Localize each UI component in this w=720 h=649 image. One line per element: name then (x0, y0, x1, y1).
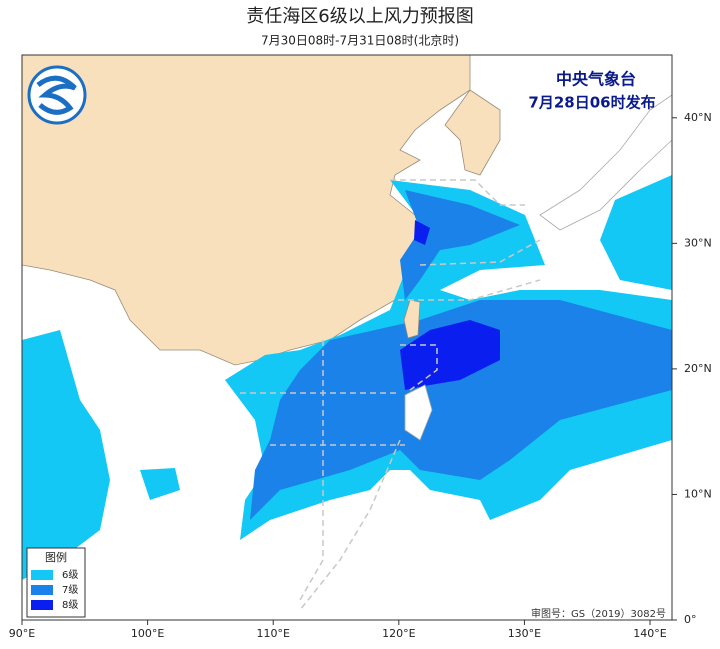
map-frame (21, 54, 673, 621)
lat-tick-label: 30°N (684, 236, 712, 249)
issue-time: 7月28日06时发布 (528, 94, 655, 112)
legend-label: 8级 (62, 599, 78, 611)
agency: 中央气象台 (556, 70, 636, 89)
legend-swatch (31, 585, 53, 595)
legend-title: 图例 (45, 550, 67, 564)
legend-swatch (31, 600, 53, 610)
lat-tick-label: 20°N (684, 362, 712, 375)
subtitle: 7月30日08时-7月31日08时(北京时) (261, 34, 459, 48)
wind-zones (22, 175, 672, 580)
land-china (22, 55, 471, 366)
legend-label: 6级 (62, 569, 78, 581)
land-japan (539, 94, 672, 231)
zone-6 (22, 330, 110, 580)
land-korea (444, 89, 501, 176)
approval-number: 审图号：GS（2019）3082号 (531, 607, 666, 620)
lon-tick-label: 140°E (633, 627, 666, 640)
zone-8 (400, 320, 500, 390)
legend-swatch (31, 570, 53, 580)
zone-8 (414, 220, 430, 245)
logo (27, 65, 87, 125)
title: 责任海区6级以上风力预报图 (246, 6, 473, 27)
lat-tick-label: 0° (684, 613, 697, 626)
zone-6 (140, 468, 180, 500)
lon-tick-label: 110°E (256, 627, 289, 640)
zone-boundary (299, 439, 401, 611)
lat-tick-label: 10°N (684, 487, 712, 500)
zone-7 (250, 300, 672, 520)
map-area: 中央气象台 7月28日06时发布 图例 6级 7级 8级 审图号：GS（2019）3… (21, 54, 673, 621)
lat-tick-label: 40°N (684, 111, 712, 124)
legend-label: 7级 (62, 584, 78, 596)
zone-7 (400, 190, 520, 300)
zone-boundary (390, 179, 525, 206)
zone-6 (600, 175, 672, 290)
zone-boundary (299, 340, 324, 601)
legend: 图例 6级 7级 8级 (26, 547, 86, 618)
zone-boundary (398, 279, 541, 301)
zone-boundary (419, 239, 541, 266)
lon-tick-label: 130°E (508, 627, 541, 640)
land-luzon (404, 384, 433, 441)
land-taiwan (403, 299, 421, 339)
lon-tick-label: 90°E (9, 627, 35, 640)
lon-tick-label: 100°E (131, 627, 164, 640)
lon-tick-label: 120°E (382, 627, 415, 640)
